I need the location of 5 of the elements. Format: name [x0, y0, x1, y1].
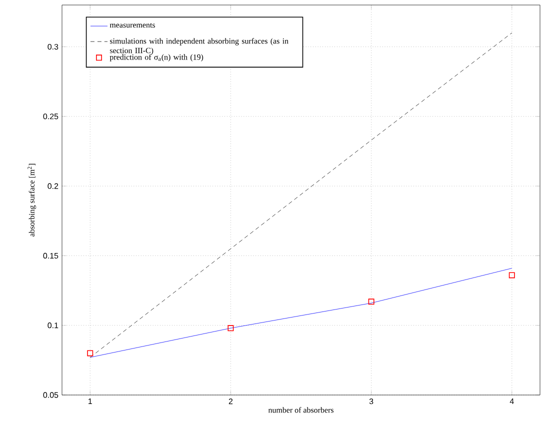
point	[228, 325, 234, 332]
point	[368, 298, 374, 305]
point	[508, 272, 515, 278]
line-series	[90, 268, 512, 358]
point	[87, 350, 94, 356]
